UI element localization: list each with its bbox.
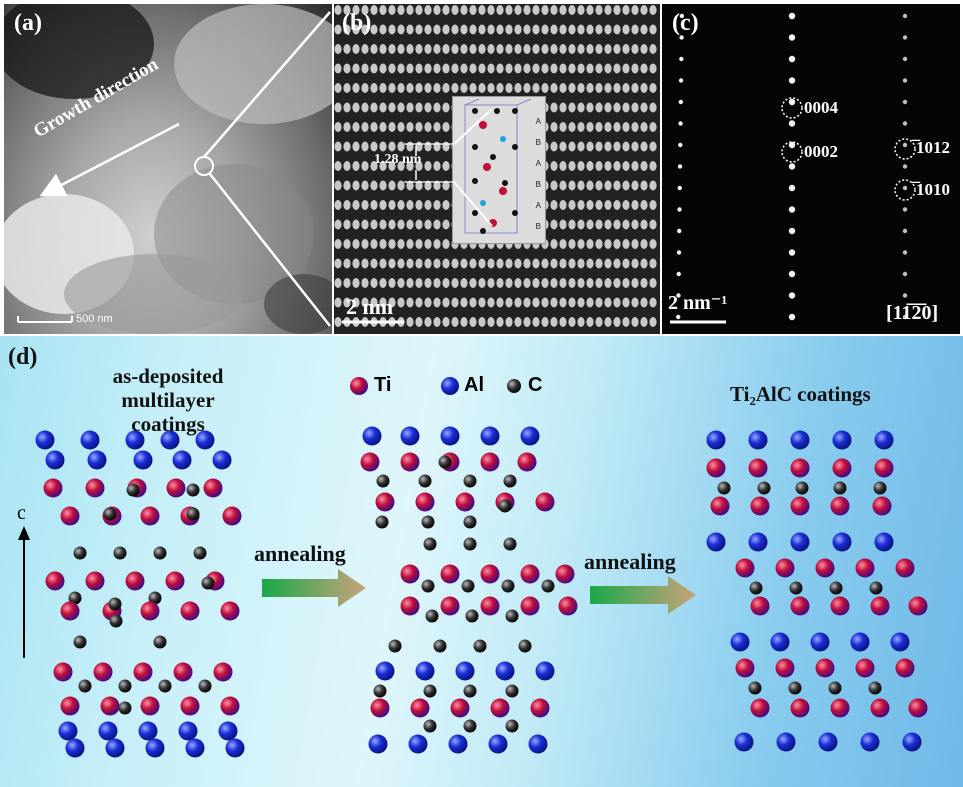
atom-schematic xyxy=(18,377,928,758)
left-title-line-2: multilayer coatings xyxy=(121,388,215,436)
panel-c-scale-bar: 2 nm⁻¹ xyxy=(668,292,728,314)
panel-a-label: (a) xyxy=(14,10,42,36)
zone-axis-label: [11̅2̅0] xyxy=(886,302,939,324)
stacking-letter: B xyxy=(535,222,541,231)
legend-c: C xyxy=(528,374,543,396)
crystal-structure-inset: A B A B A B xyxy=(452,96,546,244)
lattice-spacing-label: 1.28 nm xyxy=(374,152,422,167)
lattice-image xyxy=(334,5,657,327)
right-title: Ti₂AlC coatings xyxy=(730,382,871,406)
panel-b-scale-bar: 2 nm xyxy=(346,294,394,319)
left-title: as-deposited multilayer coatings xyxy=(88,364,248,436)
stacking-letter: A xyxy=(535,117,541,126)
spot-label-0004: 0004 xyxy=(804,98,838,117)
annealing-arrow-2 xyxy=(590,576,696,614)
annealing-label-1: annealing xyxy=(254,541,346,566)
c-axis-label: c xyxy=(17,502,26,524)
spot-label-1010: ̅1010 xyxy=(916,180,950,199)
panel-b-label: (b) xyxy=(342,10,372,36)
legend-al: Al xyxy=(464,374,484,396)
annealing-label-2: annealing xyxy=(584,549,676,574)
spot-label-0002: 0002 xyxy=(804,142,838,161)
panel-d-label: (d) xyxy=(8,344,38,370)
stacking-letter: A xyxy=(535,201,541,210)
diffraction-spots xyxy=(676,12,908,321)
legend-ti: Ti xyxy=(374,374,392,396)
left-title-line-1: as-deposited xyxy=(112,364,224,388)
stacking-letter: A xyxy=(535,159,541,168)
annealing-arrow-1 xyxy=(262,569,366,607)
panel-a-scale-bar: 500 nm xyxy=(76,313,113,325)
unit-cell-diagram xyxy=(464,98,532,234)
saed-pattern-panel: (c) 0004 0002 ̅1012 ̅1010 2 nm⁻¹ [11̅2̅0… xyxy=(662,4,960,334)
spot-markers xyxy=(670,97,916,324)
stacking-letter: B xyxy=(535,138,541,147)
panel-c-label: (c) xyxy=(672,10,699,36)
spot-label-1012: ̅1012 xyxy=(916,138,950,157)
spacing-annotation xyxy=(342,108,493,324)
tem-overlay xyxy=(4,4,332,334)
hrtem-panel: (b) A B A B A B 1.28 nm 2 nm xyxy=(334,4,660,334)
stacking-letter: B xyxy=(535,180,541,189)
tem-micrograph-panel: (a) Growth direction 500 nm xyxy=(4,4,332,334)
annealing-schematic-panel: (d) as-deposited multilayer coatings Ti₂… xyxy=(0,336,963,787)
